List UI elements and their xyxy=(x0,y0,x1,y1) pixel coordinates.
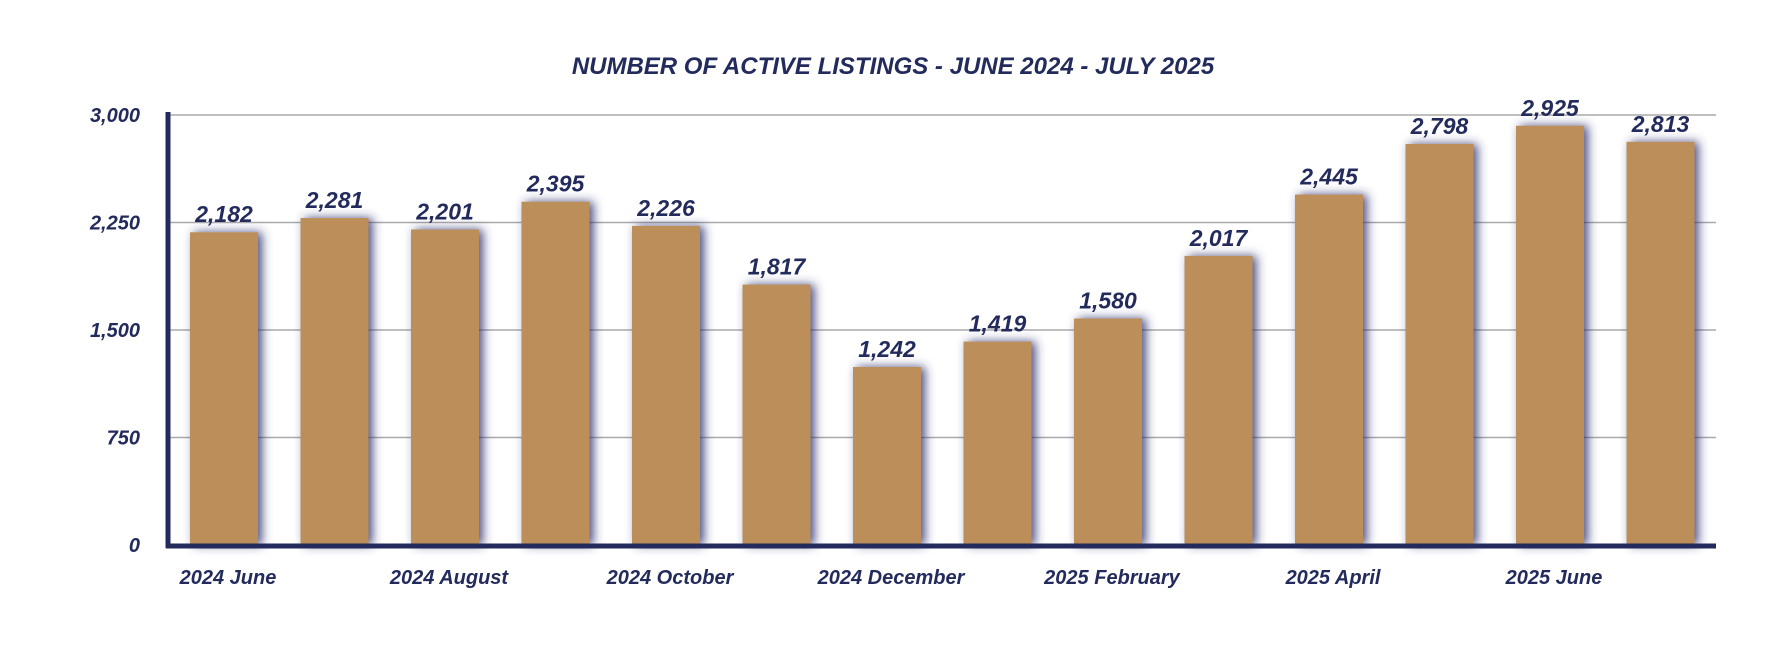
bar xyxy=(853,366,921,545)
bar-value-label: 2,798 xyxy=(1410,113,1469,139)
bar-value-label: 1,817 xyxy=(748,254,807,280)
bar xyxy=(1295,194,1363,546)
bar-value-label: 2,395 xyxy=(526,171,586,197)
bar xyxy=(963,341,1032,545)
y-tick-label: 3,000 xyxy=(90,105,140,127)
bar-value-label: 1,419 xyxy=(969,311,1027,337)
bar xyxy=(521,201,590,545)
axes xyxy=(165,112,1716,549)
bar xyxy=(300,218,369,545)
bar-value-label: 2,813 xyxy=(1631,111,1690,137)
bar-value-label: 1,580 xyxy=(1079,288,1137,314)
x-axis-ticks: 2024 June 2024 August 2024 October 2024 Dec… xyxy=(179,567,1603,589)
chart-title: NUMBER OF ACTIVE LISTINGS - JUNE 2024 - … xyxy=(572,53,1215,80)
x-tick-label: 2024 October xyxy=(606,567,735,589)
bar-value-label: 2,017 xyxy=(1189,225,1249,251)
bar xyxy=(1516,125,1584,545)
bar-value-label: 2,201 xyxy=(415,199,474,225)
bar-value-label: 1,242 xyxy=(858,336,916,362)
x-tick-label: 2025 June xyxy=(1505,567,1603,589)
bar-value-label: 2,925 xyxy=(1520,95,1580,121)
data-labels: 2,182 2,281 2,201 2,395 2,226 1,817 1,242 1,419… xyxy=(194,95,1689,362)
y-tick-label: 750 xyxy=(107,428,140,450)
bar xyxy=(1184,255,1253,545)
bar xyxy=(1074,318,1142,545)
x-tick-label: 2024 June xyxy=(179,567,277,589)
bar xyxy=(190,232,258,545)
bar-value-label: 2,226 xyxy=(636,195,695,221)
gridlines xyxy=(168,114,1716,439)
bar xyxy=(411,229,479,546)
bar-value-label: 2,281 xyxy=(305,187,364,213)
bars xyxy=(190,125,1695,546)
y-tick-label: 0 xyxy=(129,535,140,557)
bar xyxy=(1626,141,1695,545)
bar-value-label: 2,182 xyxy=(194,201,253,227)
bar xyxy=(1405,143,1474,545)
bar-value-label: 2,445 xyxy=(1299,164,1359,190)
x-tick-label: 2025 April xyxy=(1285,567,1381,589)
bar xyxy=(742,284,811,545)
x-tick-label: 2024 August xyxy=(389,567,510,589)
y-tick-label: 2,250 xyxy=(89,213,140,235)
y-tick-label: 1,500 xyxy=(90,320,140,342)
y-axis-ticks: 0 750 1,500 2,250 3,000 xyxy=(89,105,140,557)
x-tick-label: 2025 February xyxy=(1043,567,1181,589)
bar xyxy=(632,225,700,545)
x-tick-label: 2024 December xyxy=(817,567,966,589)
